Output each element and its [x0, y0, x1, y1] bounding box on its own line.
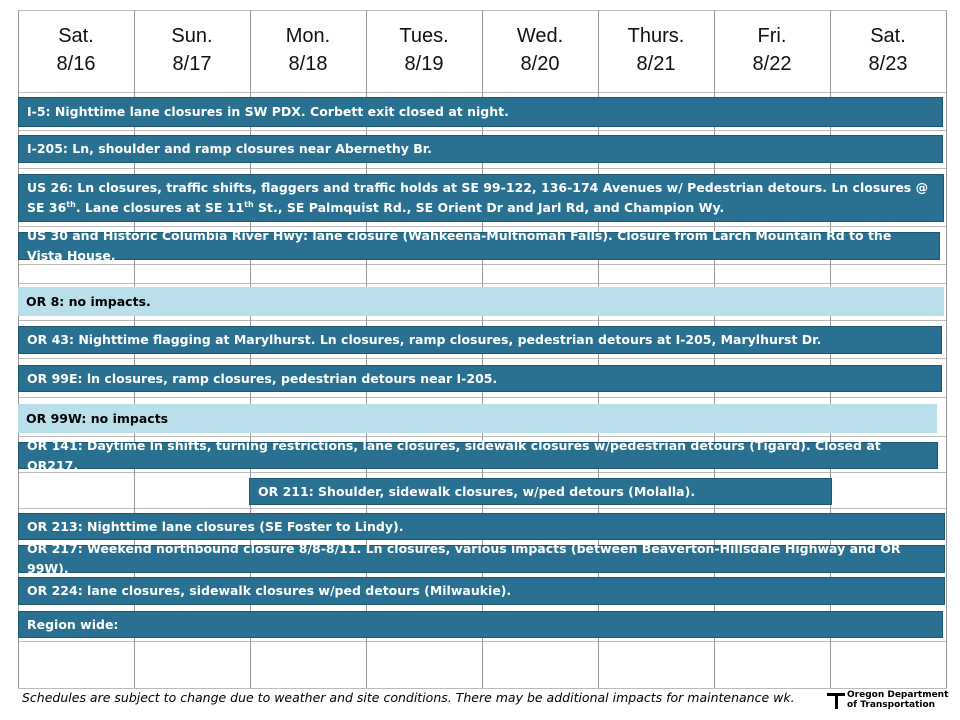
closure-text: US 30 and Historic Columbia River Hwy: l… [27, 226, 931, 266]
closure-bar: OR 43: Nighttime flagging at Marylhurst.… [18, 326, 942, 354]
text-segment: US 30 and Historic Columbia River Hwy: l… [27, 228, 892, 263]
text-segment: OR 217: Weekend northbound closure 8/8-8… [27, 541, 901, 576]
header-day: Thurs. [627, 25, 685, 47]
closure-bar: OR 99W: no impacts [18, 404, 937, 433]
day-header: Mon. 8/18 [250, 12, 366, 92]
closure-bar: US 26: Ln closures, traffic shifts, flag… [18, 174, 944, 222]
row-line [18, 688, 947, 689]
text-segment: OR 224: lane closures, sidewalk closures… [27, 583, 512, 598]
closure-text: Region wide: [27, 615, 118, 635]
logo-icon [827, 693, 845, 709]
closure-text: OR 217: Weekend northbound closure 8/8-8… [27, 539, 936, 579]
closure-bar: OR 141: Daytime ln shifts, turning restr… [18, 438, 938, 473]
text-segment: OR 213: Nighttime lane closures (SE Fost… [27, 518, 404, 534]
closure-text: I-5: Nighttime lane closures in SW PDX. … [27, 102, 509, 122]
superscript: th [66, 199, 76, 209]
closure-text: US 26: Ln closures, traffic shifts, flag… [27, 178, 935, 218]
day-header: Sun. 8/17 [134, 12, 250, 92]
text-segment: I-5: Nighttime lane closures in SW PDX. … [27, 104, 509, 119]
footer-note: Schedules are subject to change due to w… [22, 690, 795, 705]
logo-line: of Transportation [847, 700, 936, 710]
header-date: 8/20 [520, 53, 560, 75]
header-date: 8/23 [868, 53, 908, 75]
day-header: Sat. 8/16 [18, 12, 134, 92]
text-segment: St., SE Palmquist Rd., SE Orient Dr and … [253, 200, 725, 215]
header-day: Sun. [171, 25, 213, 47]
closure-bar: I-205: Ln, shoulder and ramp closures ne… [18, 135, 943, 163]
closure-bar: OR 8: no impacts. [18, 287, 944, 316]
header-day: Wed. [516, 25, 564, 47]
text-segment: Region wide: [27, 616, 119, 632]
header-date: 8/17 [172, 53, 212, 75]
closure-bar: OR 99E: ln closures, ramp closures, pede… [18, 365, 942, 392]
header-date: 8/18 [288, 53, 328, 75]
header-day: Tues. [399, 25, 449, 47]
text-segment: OR 211: Shoulder, sidewalk closures, w/p… [258, 483, 696, 499]
text-segment: OR 99W: no impacts [26, 410, 169, 426]
superscript: th [244, 199, 254, 209]
closure-bar: OR 213: Nighttime lane closures (SE Fost… [18, 513, 945, 540]
day-header: Thurs. 8/21 [598, 12, 714, 92]
day-header: Sat. 8/23 [830, 12, 946, 92]
day-header: Wed. 8/20 [482, 12, 598, 92]
header-day: Fri. [757, 25, 787, 47]
closure-text: OR 224: lane closures, sidewalk closures… [27, 581, 511, 601]
closure-bar: OR 217: Weekend northbound closure 8/8-8… [18, 541, 945, 576]
header-day: Sat. [870, 25, 906, 47]
closure-text: OR 43: Nighttime flagging at Marylhurst.… [27, 330, 821, 350]
header-date: 8/22 [752, 53, 792, 75]
logo: Oregon Department of Transportation [825, 690, 948, 710]
closure-text: OR 213: Nighttime lane closures (SE Fost… [27, 517, 404, 537]
day-header: Fri. 8/22 [714, 12, 830, 92]
closure-bar: US 30 and Historic Columbia River Hwy: l… [18, 228, 940, 263]
closure-bar: Region wide: [18, 611, 943, 638]
text-segment: OR 141: Daytime ln shifts, turning restr… [27, 437, 881, 473]
closure-bar: OR 211: Shoulder, sidewalk closures, w/p… [249, 478, 832, 505]
logo-line: Oregon Department [847, 690, 949, 700]
text-segment: . Lane closures at SE 11 [75, 200, 245, 215]
text-segment: OR 8: no impacts. [26, 293, 151, 309]
closure-bar: I-5: Nighttime lane closures in SW PDX. … [18, 97, 943, 127]
closure-text: OR 8: no impacts. [26, 292, 151, 312]
closure-bar: OR 224: lane closures, sidewalk closures… [18, 577, 945, 605]
header-date: 8/16 [56, 53, 96, 75]
header-day: Sat. [58, 25, 94, 47]
header-date: 8/19 [404, 53, 444, 75]
closure-text: OR 141: Daytime ln shifts, turning restr… [27, 436, 929, 476]
closure-text: I-205: Ln, shoulder and ramp closures ne… [27, 139, 432, 159]
header-day: Mon. [285, 25, 331, 47]
closure-text: OR 211: Shoulder, sidewalk closures, w/p… [258, 482, 695, 502]
column-line [946, 10, 947, 688]
day-header: Tues. 8/19 [366, 12, 482, 92]
text-segment: US 26: Ln closures, traffic shifts, flag… [27, 180, 929, 215]
closure-text: OR 99W: no impacts [26, 409, 168, 429]
text-segment: OR 43: Nighttime flagging at Marylhurst.… [27, 332, 822, 347]
header-date: 8/21 [636, 53, 676, 75]
text-segment: OR 99E: ln closures, ramp closures, pede… [27, 370, 498, 386]
closure-text: OR 99E: ln closures, ramp closures, pede… [27, 369, 497, 389]
text-segment: I-205: Ln, shoulder and ramp closures ne… [27, 141, 432, 156]
